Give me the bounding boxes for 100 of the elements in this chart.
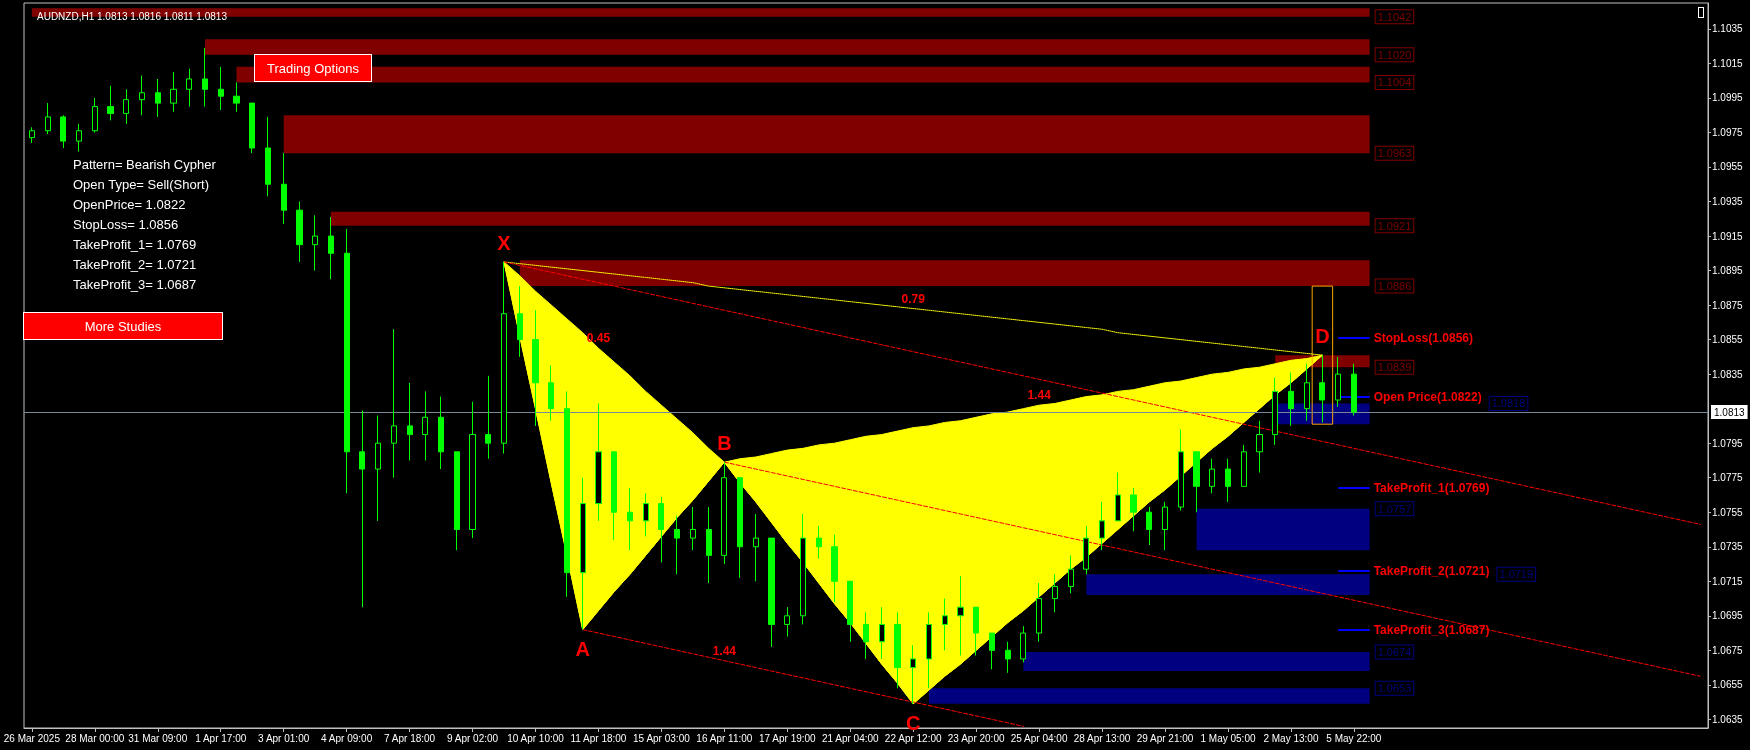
candlestick xyxy=(422,390,428,461)
x-tick-label: 25 Apr 04:00 xyxy=(1010,732,1068,744)
candlestick xyxy=(186,68,192,108)
candlestick xyxy=(265,116,271,197)
annotation: 0.45 xyxy=(586,331,611,346)
x-tick-label: 26 Mar 2025 xyxy=(3,732,61,744)
x-tick-label: 16 Apr 11:00 xyxy=(696,732,753,744)
candlestick xyxy=(957,575,964,656)
y-tick-label: 1.0835 xyxy=(1712,368,1744,380)
candlestick xyxy=(155,78,161,118)
y-tick-label: 1.0775 xyxy=(1712,472,1744,484)
band-label: 1.0839 xyxy=(1377,361,1412,374)
y-tick-label: 1.1035 xyxy=(1712,23,1744,35)
candlestick xyxy=(391,328,397,479)
candlestick xyxy=(894,611,901,689)
y-tick-label: 1.0915 xyxy=(1712,230,1744,242)
candlestick xyxy=(296,201,303,263)
y-tick-label: 1.0695 xyxy=(1712,610,1744,622)
candlestick xyxy=(564,390,570,598)
data-label: X xyxy=(497,231,512,254)
candlestick xyxy=(312,214,318,272)
candlestick xyxy=(29,126,35,144)
y-tick-label: 1.0935 xyxy=(1712,196,1744,208)
candlestick xyxy=(1130,487,1137,532)
candlestick xyxy=(92,97,98,133)
candlestick xyxy=(469,401,476,539)
x-tick-label: 11 Apr 18:00 xyxy=(570,732,627,744)
candlestick xyxy=(643,492,649,537)
x-tick-label: 31 Mar 09:00 xyxy=(128,732,188,744)
x-tick-label: 10 Apr 10:00 xyxy=(507,732,565,744)
candlestick xyxy=(1178,428,1184,511)
candlestick xyxy=(1304,363,1310,422)
x-tick-label: 28 Mar 00:00 xyxy=(65,732,125,744)
candlestick xyxy=(107,85,114,121)
ref-line-label: TakeProfit_1(1.0769) xyxy=(1373,481,1490,496)
x-tick-label: 4 Apr 09:00 xyxy=(321,732,373,744)
y-tick-label: 1.0675 xyxy=(1712,644,1744,656)
ref-line-label: 1.0813 xyxy=(1714,406,1746,418)
candlestick xyxy=(501,261,507,455)
candlestick xyxy=(123,88,129,125)
x-tick-label: 17 Apr 19:00 xyxy=(758,732,817,744)
band-label: 1.0674 xyxy=(1377,646,1412,659)
x-tick-label: 23 Apr 20:00 xyxy=(947,732,1005,744)
y-tick-label: 1.0975 xyxy=(1712,126,1744,138)
candlestick xyxy=(1319,354,1325,423)
annotation: 0.79 xyxy=(901,291,926,306)
candlestick xyxy=(233,81,240,113)
x-tick-label: 22 Apr 12:00 xyxy=(884,732,943,744)
annotation: TakeProfit_2= 1.0721 xyxy=(73,257,197,272)
candlestick xyxy=(485,375,491,460)
candlestick xyxy=(1272,377,1278,446)
candlestick xyxy=(281,152,287,225)
annotation: Open Type= Sell(Short) xyxy=(73,177,209,192)
candlestick xyxy=(1115,472,1121,522)
candlestick xyxy=(454,451,460,551)
candlestick xyxy=(359,409,365,608)
x-tick-label: 1 Apr 17:00 xyxy=(195,732,247,744)
candlestick xyxy=(1036,582,1042,643)
candlestick xyxy=(1288,371,1294,427)
ref-line-label: StopLoss(1.0856) xyxy=(1373,330,1473,345)
candlestick xyxy=(1068,554,1074,594)
band-label: 1.1020 xyxy=(1377,48,1412,61)
candlestick xyxy=(753,513,759,582)
band-label: 1.1004 xyxy=(1377,76,1412,89)
candlestick xyxy=(973,606,979,656)
y-tick-label: 1.0795 xyxy=(1712,437,1744,449)
candlestick xyxy=(910,644,916,705)
band-label: 1.0963 xyxy=(1377,147,1412,160)
candlestick xyxy=(1351,363,1357,417)
candlestick xyxy=(438,396,444,470)
candlestick xyxy=(816,525,822,560)
candlestick xyxy=(658,496,664,563)
candlestick xyxy=(1005,641,1011,674)
candlestick xyxy=(1146,506,1152,546)
x-tick-label: 5 May 22:00 xyxy=(1326,732,1382,744)
annotation: OpenPrice= 1.0822 xyxy=(73,197,186,212)
candlestick xyxy=(170,71,177,113)
band-label: 1.0921 xyxy=(1377,219,1412,232)
candlestick xyxy=(1193,451,1200,513)
candlestick xyxy=(45,102,51,135)
x-tick-label: 1 May 05:00 xyxy=(1200,732,1256,744)
y-tick-label: 1.1015 xyxy=(1712,57,1744,69)
y-tick-label: 1.0655 xyxy=(1712,679,1744,691)
candlestick xyxy=(831,534,838,603)
candlestick xyxy=(1083,525,1089,575)
button[interactable]: Trading Options xyxy=(254,54,372,82)
candlestick xyxy=(863,611,869,660)
band-label: 1.0653 xyxy=(1377,682,1412,695)
candlestick xyxy=(1099,501,1105,551)
candlestick xyxy=(548,365,554,422)
candlestick xyxy=(1052,573,1058,613)
y-tick-label: 1.0635 xyxy=(1712,713,1744,725)
button[interactable]: More Studies xyxy=(23,312,223,340)
candlestick xyxy=(407,382,413,461)
x-tick-label: 28 Apr 13:00 xyxy=(1073,732,1131,744)
annotation: StopLoss= 1.0856 xyxy=(73,217,179,232)
candlestick xyxy=(706,506,712,584)
candlestick xyxy=(800,513,806,625)
x-tick-label: 9 Apr 02:00 xyxy=(446,732,499,744)
candlestick xyxy=(344,228,350,494)
